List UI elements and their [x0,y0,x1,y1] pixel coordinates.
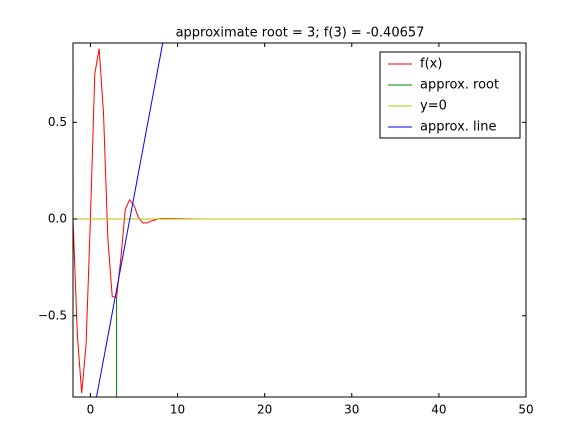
legend-label: f(x) [420,57,442,72]
series-line [96,43,164,397]
y-tick-label: −0.5 [38,308,67,322]
chart-title: approximate root = 3; f(3) = -0.40657 [176,26,425,41]
legend-box [379,51,521,139]
legend-label: y=0 [420,99,447,114]
x-tick-label: 0 [87,403,95,417]
legend-label: approx. line [420,120,497,135]
x-tick-label: 30 [344,403,359,417]
x-tick-label: 50 [518,403,533,417]
y-tick-label: 0.0 [48,212,67,226]
series-line [73,48,200,394]
axes-frame [72,42,527,398]
plot-area [73,43,526,397]
legend-label: approx. root [420,78,499,93]
x-tick-label: 20 [257,403,272,417]
x-tick-label: 10 [170,403,185,417]
x-tick-label: 40 [431,403,446,417]
y-tick-label: 0.5 [48,115,67,129]
